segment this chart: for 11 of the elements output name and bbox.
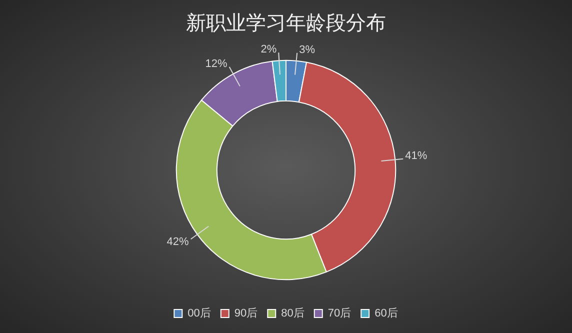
data-label: 2% <box>260 44 277 56</box>
data-label: 12% <box>205 58 228 70</box>
chart-title: 新职业学习年龄段分布 <box>186 12 386 35</box>
legend-label: 70后 <box>328 306 352 320</box>
data-label: 41% <box>405 150 428 162</box>
legend-label: 80后 <box>281 306 304 320</box>
data-label: 42% <box>166 236 190 248</box>
legend-label: 90后 <box>234 306 258 320</box>
legend-label: 00后 <box>188 306 211 320</box>
data-label: 3% <box>299 44 316 56</box>
legend-label: 60后 <box>374 306 398 320</box>
